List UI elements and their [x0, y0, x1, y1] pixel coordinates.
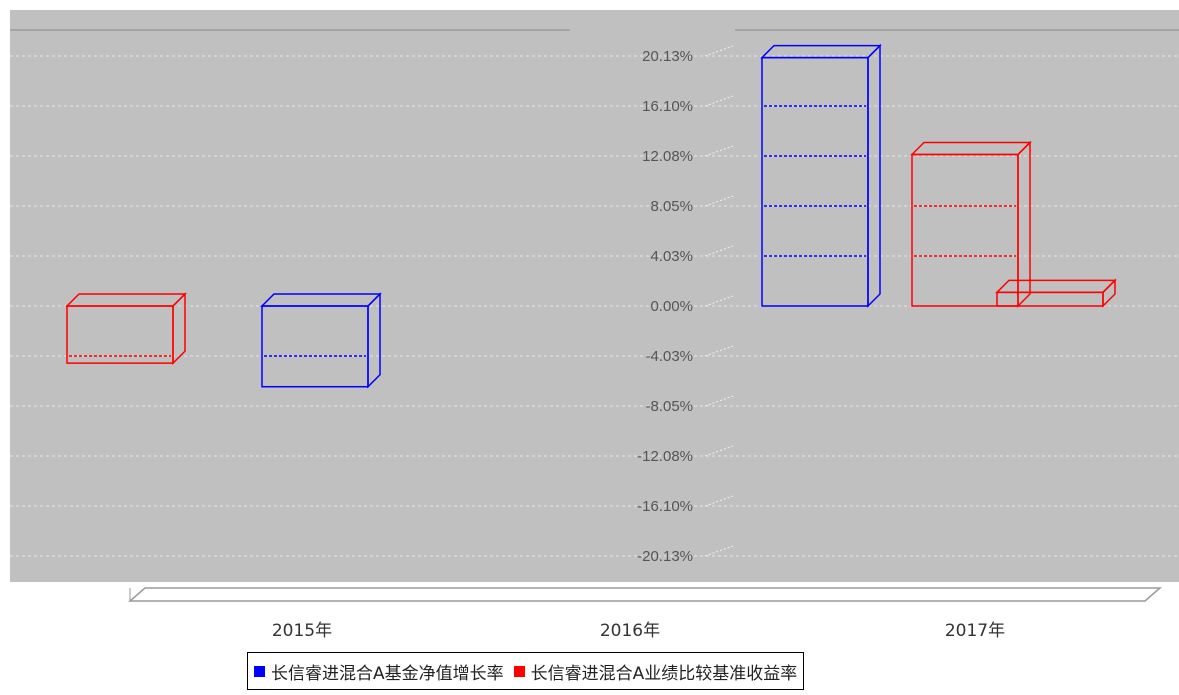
y-tick-label: 16.10%	[642, 98, 693, 115]
y-tick-label: 20.13%	[642, 48, 693, 65]
plot-area	[10, 10, 1179, 582]
bar-1-1	[910, 140, 1032, 308]
gridline-depth	[704, 345, 734, 357]
gridline-depth	[704, 195, 734, 207]
bar-0-0	[260, 292, 382, 389]
bar-chart: 20.13% 16.10% 12.08% 8.05% 4.03% 0.00% -4.03% -…	[10, 10, 1179, 641]
y-tick-label: -8.05%	[645, 398, 693, 415]
x-category-label: 2017年	[945, 621, 1005, 641]
y-tick-label: -4.03%	[645, 348, 693, 365]
gridline-depth	[704, 395, 734, 407]
gridline-depth	[704, 45, 734, 57]
legend-label-nav-growth: 长信睿进混合A基金净值增长率	[271, 663, 504, 684]
legend-swatch-red	[513, 665, 525, 677]
bar-1-2	[995, 278, 1117, 308]
gridline-depth	[704, 545, 734, 557]
y-tick-label: 4.03%	[650, 248, 693, 265]
legend-swatch-blue	[254, 665, 265, 677]
y-tick-label: -12.08%	[637, 448, 693, 465]
y-tick-label: -20.13%	[637, 548, 693, 565]
x-category-label: 2016年	[600, 621, 660, 641]
chart-legend: 长信睿进混合A基金净值增长率 长信睿进混合A业绩比较基准收益率	[247, 652, 805, 690]
legend-item-benchmark: 长信睿进混合A业绩比较基准收益率	[513, 659, 798, 684]
legend-item-nav-growth: 长信睿进混合A基金净值增长率	[254, 659, 504, 684]
x-axis-floor	[127, 587, 1163, 602]
bar-1-0	[65, 292, 187, 365]
gridline-depth	[704, 495, 734, 507]
y-tick-label: 0.00%	[650, 298, 693, 315]
gridline-depth	[704, 445, 734, 457]
y-tick-label: 8.05%	[650, 198, 693, 215]
gridline-depth	[704, 295, 734, 307]
gridline-depth	[704, 245, 734, 257]
gridline-depth	[704, 145, 734, 157]
bar-0-1	[760, 43, 882, 308]
gridline-depth	[704, 95, 734, 107]
x-category-label: 2015年	[272, 621, 332, 641]
legend-label-benchmark: 长信睿进混合A业绩比较基准收益率	[530, 663, 798, 684]
y-tick-label: -16.10%	[637, 498, 693, 515]
y-tick-label: 12.08%	[642, 148, 693, 165]
